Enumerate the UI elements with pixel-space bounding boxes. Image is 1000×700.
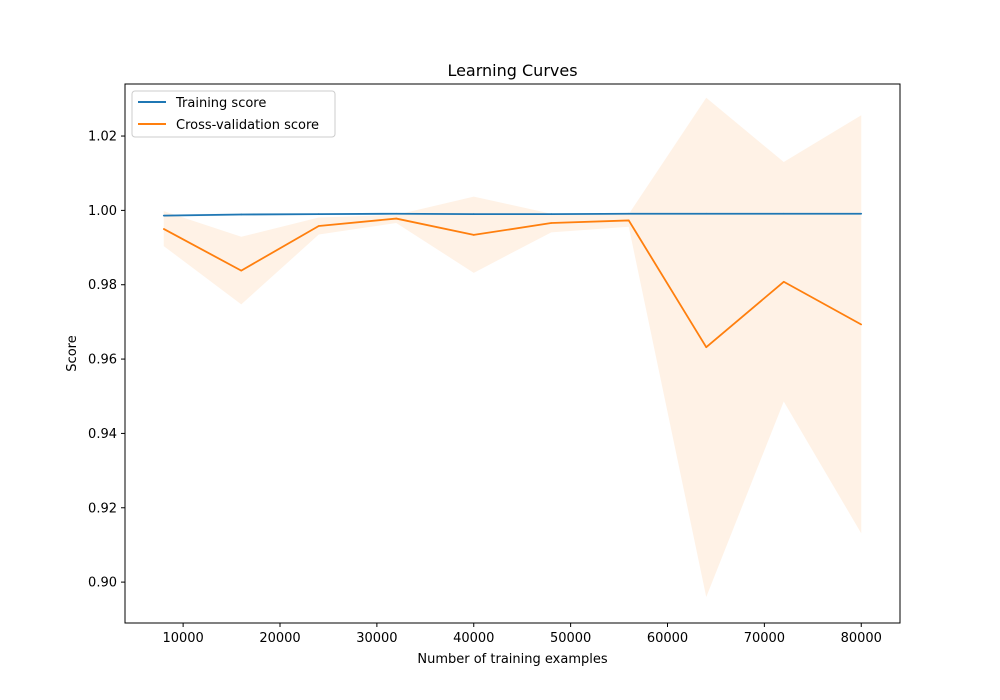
data-point-training (860, 212, 863, 215)
x-axis: 10000 20000 30000 40000 50000 60000 70000 80000 (162, 623, 882, 646)
y-tick-label: 0.98 (88, 278, 117, 293)
x-tick-label: 60000 (647, 631, 688, 646)
x-tick-label: 80000 (841, 631, 882, 646)
legend-box (131, 90, 336, 138)
data-point-training (317, 213, 320, 215)
y-tick-label: 1.02 (88, 130, 117, 145)
data-point-cross-validation (472, 234, 475, 236)
y-tick-label: 1.00 (88, 204, 117, 219)
x-tick-label: 20000 (259, 631, 300, 646)
legend: Training score Cross-validation score (131, 90, 336, 138)
data-point-training (627, 212, 630, 215)
x-tick-label: 40000 (453, 631, 494, 646)
y-tick-label: 0.92 (88, 501, 117, 516)
x-axis-label: Number of training examples (417, 652, 607, 667)
x-tick-label: 50000 (550, 631, 591, 646)
data-point-cross-validation (317, 225, 320, 227)
data-point-cross-validation (705, 346, 708, 348)
data-point-training (162, 214, 165, 217)
data-point-cross-validation (860, 323, 863, 326)
x-tick-label: 70000 (744, 631, 785, 646)
chart-title: Learning Curves (447, 61, 577, 80)
data-point-cross-validation (395, 217, 398, 220)
y-tick-label: 0.94 (88, 427, 117, 442)
data-point-training (240, 213, 243, 216)
x-tick-label: 10000 (162, 631, 203, 646)
legend-label-cross-validation: Cross-validation score (176, 118, 319, 133)
data-point-cross-validation (782, 280, 785, 283)
data-point-training (705, 212, 708, 215)
data-point-cross-validation (162, 228, 165, 230)
series-line-cross-validation (163, 217, 862, 349)
lines-layer (162, 212, 863, 349)
data-point-cross-validation (240, 269, 243, 272)
y-tick-label: 0.90 (88, 576, 117, 591)
y-tick-label: 0.96 (88, 353, 117, 368)
confidence-band-cross-validation (163, 97, 862, 597)
y-axis: 0.90 0.92 0.94 0.96 0.98 1.00 1.02 (88, 130, 125, 591)
series-line-training (163, 212, 862, 217)
data-point-training (472, 213, 475, 215)
data-point-training (782, 212, 785, 215)
data-point-cross-validation (627, 219, 630, 222)
data-point-training (395, 212, 398, 215)
x-tick-label: 30000 (356, 631, 397, 646)
y-axis-label: Score (65, 335, 80, 371)
plot-frame (124, 83, 901, 624)
data-point-training (550, 213, 553, 215)
legend-label-training: Training score (175, 96, 266, 111)
data-point-cross-validation (550, 222, 553, 224)
